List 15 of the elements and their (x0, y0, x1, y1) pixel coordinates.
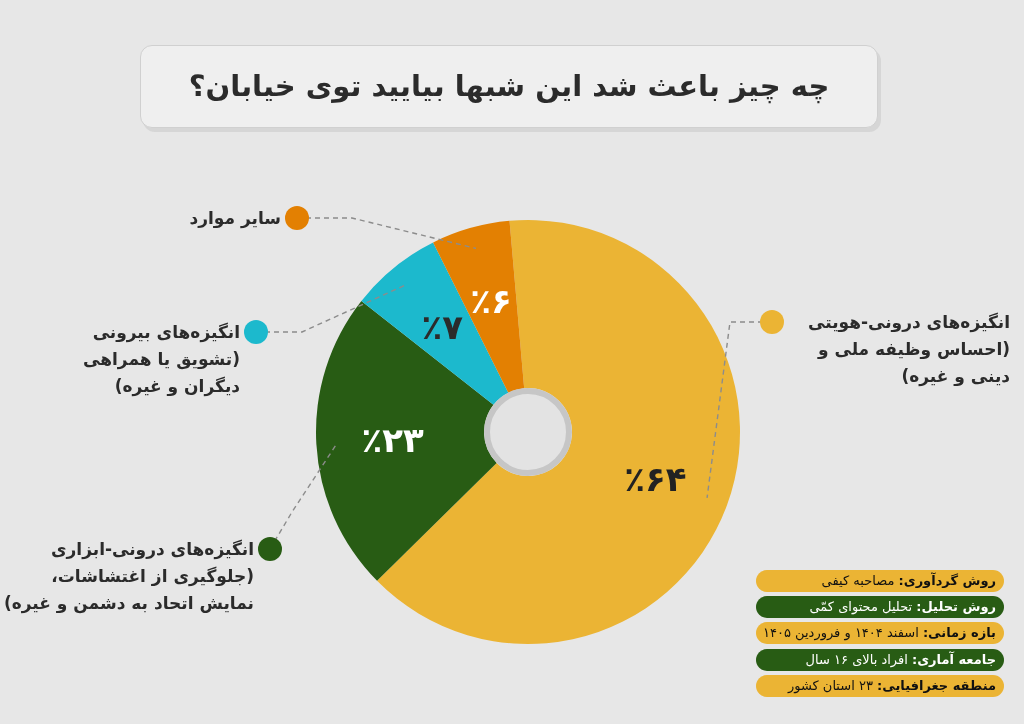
data-label: ٪۶۴ (624, 458, 687, 499)
data-label: ٪۲۳ (361, 419, 424, 460)
category-label: انگیزه‌های درونی-هویتی (احساس وظیفه ملی و دینی و غیره) (807, 311, 1010, 389)
category-label: انگیزه‌های درونی-ابزاری (جلوگیری از اغتشاشات، نمایش اتحاد به دشمن و غیره) (2, 538, 254, 616)
data-label: ٪۶ (470, 281, 512, 322)
category-label: انگیزه‌های بیرونی (تشویق یا همراهی دیگران و غیره) (82, 321, 240, 399)
note: منطقه جغرافیایی: ۲۳ استان کشور (756, 674, 1004, 697)
note: روش گردآوری: مصاحبه کیفی (756, 570, 1004, 592)
data-label: ٪۷ (421, 306, 464, 347)
category-label: سایر موارد (188, 207, 281, 231)
note: روش تحلیل: تحلیل محتوای کمّی (756, 596, 1004, 619)
note: بازه زمانی: اسفند ۱۴۰۴ و فروردین ۱۴۰۵ (756, 622, 1004, 645)
title: چه چیز باعث شد این شبها بیایید توی خیابان؟ (187, 68, 831, 106)
donut-slice (361, 242, 509, 405)
note: جامعه آماری: افراد بالای ۱۶ سال (756, 648, 1004, 671)
